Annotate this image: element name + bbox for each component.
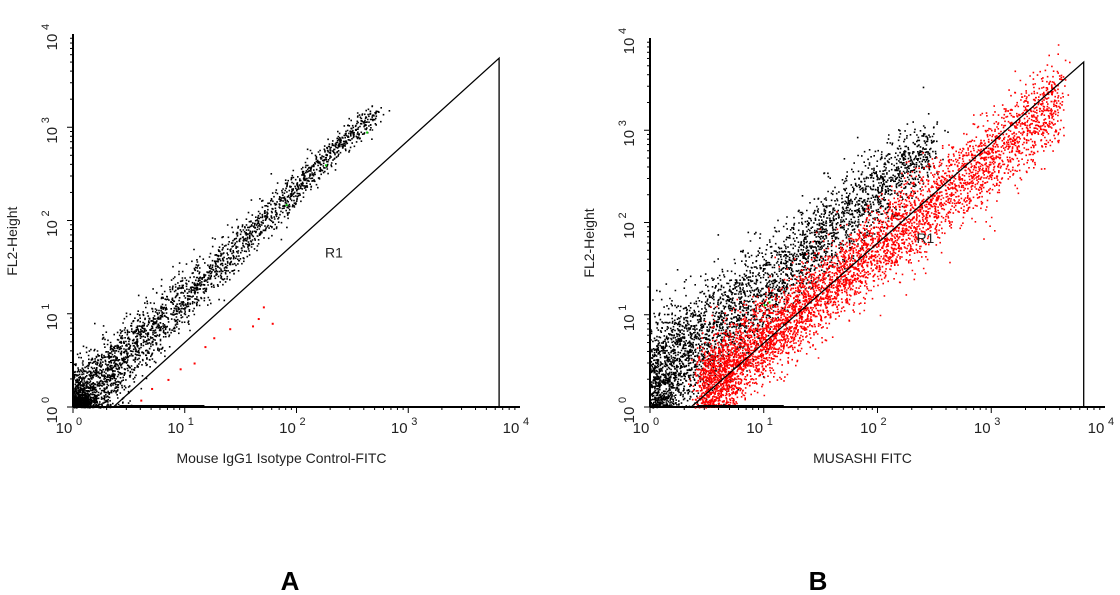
y-tick-label: 10 [621, 407, 638, 424]
y-tick-exponent: 4 [617, 28, 629, 34]
x-tick-label: 10 [167, 420, 184, 437]
x-tick-label: 10 [974, 420, 991, 437]
event-dots [688, 44, 1071, 409]
y-axis-title: FL2-Height [4, 206, 20, 275]
x-tick-label: 10 [1088, 420, 1105, 437]
y-tick-label: 10 [44, 407, 61, 424]
event-dot [366, 131, 369, 134]
x-tick-label: 10 [279, 420, 296, 437]
x-tick-label: 10 [391, 420, 408, 437]
x-tick-exponent: 4 [523, 416, 529, 428]
x-tick-exponent: 2 [300, 416, 306, 428]
event-dot [167, 378, 170, 381]
y-tick-label: 10 [621, 130, 638, 147]
event-series [73, 105, 391, 409]
x-tick-exponent: 2 [881, 416, 887, 428]
panel-letter: A [281, 566, 300, 595]
y-tick-label: 10 [621, 222, 638, 239]
x-axis-title: MUSASHI FITC [813, 450, 912, 466]
y-tick-label: 10 [621, 38, 638, 55]
event-dot [285, 204, 288, 207]
y-tick-label: 10 [44, 313, 61, 330]
event-dots [73, 105, 391, 409]
event-dot [262, 306, 265, 309]
x-tick-label: 10 [56, 420, 73, 437]
event-series [140, 306, 274, 402]
x-tick-exponent: 3 [411, 416, 417, 428]
x-tick-exponent: 1 [188, 416, 194, 428]
y-tick-exponent: 0 [40, 397, 52, 403]
y-axis-title: FL2-Height [581, 208, 597, 277]
event-dot [213, 337, 216, 340]
event-dot [193, 362, 196, 365]
event-series [650, 86, 949, 409]
x-tick-exponent: 4 [1108, 416, 1114, 428]
panel-letter: B [809, 566, 828, 595]
event-dots [650, 86, 949, 409]
y-tick-exponent: 0 [617, 397, 629, 403]
y-tick-exponent: 3 [40, 117, 52, 123]
event-dot [204, 346, 207, 349]
event-dot [151, 387, 154, 390]
y-tick-label: 10 [44, 220, 61, 237]
event-dot [763, 304, 766, 307]
y-tick-exponent: 2 [40, 210, 52, 216]
event-dot [257, 318, 260, 321]
gate-label: R1 [916, 230, 934, 246]
y-tick-exponent: 1 [40, 304, 52, 310]
event-dot [229, 328, 232, 331]
event-series [763, 301, 771, 307]
y-tick-label: 10 [44, 127, 61, 144]
y-tick-exponent: 2 [617, 212, 629, 218]
y-tick-exponent: 1 [617, 305, 629, 311]
x-tick-label: 10 [860, 420, 877, 437]
event-dot [325, 164, 328, 167]
y-tick-exponent: 4 [40, 24, 52, 30]
x-tick-exponent: 1 [767, 416, 773, 428]
event-dot [252, 325, 255, 328]
y-tick-exponent: 3 [617, 120, 629, 126]
x-tick-label: 10 [746, 420, 763, 437]
x-tick-label: 10 [633, 420, 650, 437]
x-tick-exponent: 3 [994, 416, 1000, 428]
y-tick-label: 10 [621, 314, 638, 331]
x-tick-exponent: 0 [76, 416, 82, 428]
y-tick-label: 10 [44, 34, 61, 51]
gate-r1 [689, 60, 1085, 408]
event-dot [179, 368, 182, 371]
event-dot [271, 322, 274, 325]
event-series [688, 44, 1071, 409]
x-tick-label: 10 [503, 420, 520, 437]
event-series [285, 131, 369, 207]
gate-r1 [111, 56, 500, 408]
x-tick-exponent: 0 [653, 416, 659, 428]
event-dot [768, 301, 771, 304]
event-dot [140, 399, 143, 402]
gate-label: R1 [325, 245, 343, 261]
x-axis-title: Mouse IgG1 Isotype Control-FITC [176, 450, 386, 466]
